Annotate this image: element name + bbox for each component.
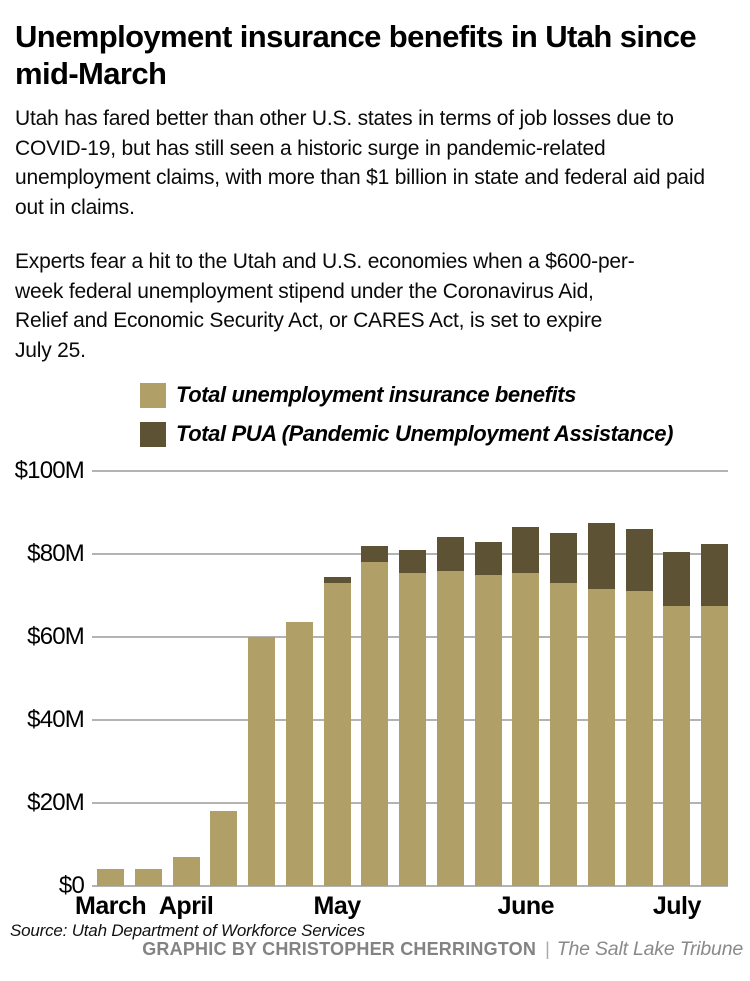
bar-segment-ui-benefits [512, 572, 540, 886]
bar-segment-ui-benefits [474, 574, 502, 886]
y-axis-tick-label: $80M [27, 540, 85, 567]
bar-week-2 [134, 869, 162, 886]
bar-week-7 [323, 576, 351, 886]
y-axis-tick-label: $60M [27, 623, 85, 650]
bar-segment-pua [512, 527, 540, 573]
bar-segment-ui-benefits [248, 637, 276, 886]
bar-week-5 [248, 637, 276, 886]
cares-act-paragraph: Experts fear a hit to the Utah and U.S. … [15, 250, 635, 362]
bar-segment-pua [550, 533, 578, 584]
x-axis-month-label-july: July [652, 892, 702, 920]
bar-segment-pua [625, 529, 653, 592]
bar-segment-ui-benefits [399, 572, 427, 886]
chart-legend: Total unemployment insurance benefits To… [140, 382, 673, 460]
bar-segment-ui-benefits [323, 583, 351, 886]
legend-swatch-pua [140, 421, 166, 447]
plot-area [92, 471, 729, 886]
bar-segment-pua [323, 576, 351, 584]
bar-segment-ui-benefits [550, 583, 578, 886]
bar-week-13 [550, 533, 578, 886]
bar-segment-pua [587, 522, 615, 590]
x-axis-month-label-april: April [158, 892, 214, 920]
bar-segment-ui-benefits [625, 591, 653, 886]
stacked-bar-chart: $100M $80M $60M $40M $20M $0 March April May June… [0, 455, 750, 930]
x-axis-month-label-june: June [497, 892, 555, 920]
credit-separator: | [545, 939, 550, 959]
bar-segment-ui-benefits [285, 622, 313, 886]
bar-week-11 [474, 541, 502, 886]
bar-segment-pua [436, 537, 464, 571]
bar-segment-ui-benefits [172, 856, 200, 886]
bar-week-10 [436, 537, 464, 886]
bar-segment-ui-benefits [134, 869, 162, 886]
bar-segment-ui-benefits [436, 570, 464, 886]
bar-segment-ui-benefits [701, 605, 729, 886]
bar-week-3 [172, 856, 200, 886]
bar-week-8 [361, 545, 389, 886]
credit-line: GRAPHIC BY CHRISTOPHER CHERRINGTON | The S… [142, 938, 743, 961]
legend-label-ui-benefits: Total unemployment insurance benefits [176, 382, 577, 407]
y-axis-tick-label: $40M [27, 706, 85, 733]
legend-label-pua: Total PUA (Pandemic Unemployment Assista… [176, 421, 674, 446]
legend-item-pua: Total PUA (Pandemic Unemployment Assista… [140, 421, 673, 447]
bar-week-17 [701, 543, 729, 886]
bar-segment-pua [701, 543, 729, 606]
bar-segment-ui-benefits [361, 562, 389, 886]
bar-week-9 [399, 549, 427, 886]
intro-paragraph: Utah has fared better than other U.S. st… [15, 107, 705, 219]
bar-week-16 [663, 551, 691, 886]
bar-segment-pua [399, 549, 427, 573]
gridline-100 [92, 470, 728, 472]
bar-segment-ui-benefits [663, 605, 691, 886]
bar-segment-ui-benefits [587, 589, 615, 886]
gridline-0 [92, 885, 728, 887]
y-axis-tick-label: $100M [14, 457, 85, 484]
bar-week-14 [587, 522, 615, 886]
page-title: Unemployment insurance benefits in Utah … [15, 19, 697, 91]
bar-week-15 [625, 529, 653, 886]
bar-segment-ui-benefits [210, 811, 238, 886]
bar-segment-ui-benefits [97, 869, 125, 886]
credit-author: GRAPHIC BY CHRISTOPHER CHERRINGTON [142, 939, 537, 959]
bar-segment-pua [474, 541, 502, 575]
y-axis-tick-label: $20M [27, 789, 85, 816]
x-axis-month-label-march: March [75, 892, 147, 920]
x-axis-month-label-may: May [313, 892, 362, 920]
bar-segment-pua [663, 551, 691, 606]
legend-swatch-ui-benefits [140, 382, 166, 408]
bar-week-1 [97, 869, 125, 886]
bar-week-6 [285, 622, 313, 886]
y-axis-tick-label: $0 [58, 872, 85, 899]
bar-segment-pua [361, 545, 389, 563]
legend-item-ui-benefits: Total unemployment insurance benefits [140, 382, 673, 408]
credit-brand: The Salt Lake Tribune [556, 938, 743, 960]
bar-week-4 [210, 811, 238, 886]
bar-week-12 [512, 527, 540, 886]
source-line: Source: Utah Department of Workforce Ser… [10, 921, 365, 940]
